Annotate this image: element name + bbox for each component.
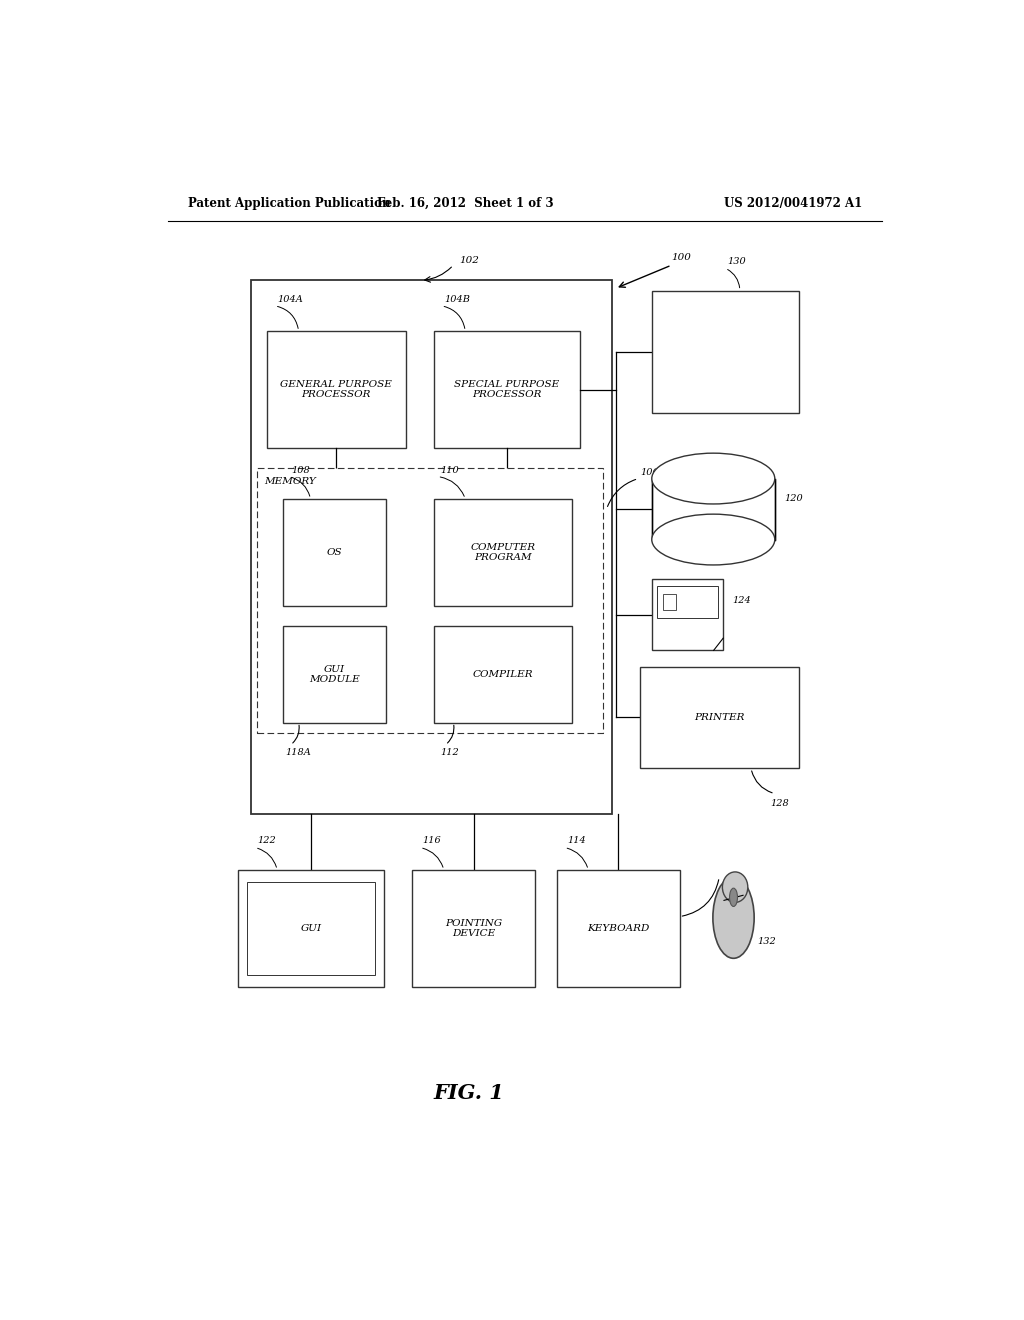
Text: OS: OS [327, 548, 342, 557]
Text: POINTING
DEVICE: POINTING DEVICE [445, 919, 502, 939]
Bar [247, 882, 375, 974]
Text: 110: 110 [440, 466, 459, 474]
Text: COMPILER: COMPILER [473, 669, 534, 678]
Bar [238, 870, 384, 987]
Text: US 2012/0041972 A1: US 2012/0041972 A1 [724, 197, 862, 210]
Bar [664, 594, 676, 610]
Text: 116: 116 [423, 837, 441, 846]
Ellipse shape [652, 453, 775, 504]
Text: GUI
MODULE: GUI MODULE [309, 664, 359, 684]
Text: 120: 120 [784, 495, 803, 503]
Ellipse shape [722, 873, 748, 903]
Bar [433, 331, 581, 447]
Text: SPECIAL PURPOSE
PROCESSOR: SPECIAL PURPOSE PROCESSOR [455, 380, 559, 400]
Bar [433, 626, 572, 722]
Bar [412, 870, 536, 987]
Text: FIG. 1: FIG. 1 [434, 1084, 505, 1104]
Text: GUI: GUI [300, 924, 322, 933]
Text: 100: 100 [672, 253, 691, 263]
Text: 132: 132 [758, 937, 776, 946]
Bar [283, 499, 386, 606]
Bar [433, 499, 572, 606]
Text: 118A: 118A [285, 748, 311, 756]
Ellipse shape [652, 515, 775, 565]
Text: 106: 106 [641, 467, 659, 477]
Bar [640, 667, 799, 768]
Text: 104B: 104B [443, 294, 470, 304]
Bar [257, 469, 602, 733]
Text: 112: 112 [440, 748, 459, 756]
Text: 128: 128 [770, 799, 788, 808]
Bar [657, 586, 718, 618]
Text: 114: 114 [567, 837, 586, 846]
Bar [251, 280, 612, 814]
Bar [267, 331, 406, 447]
Bar [283, 626, 386, 722]
Text: 124: 124 [733, 597, 752, 605]
Ellipse shape [713, 876, 754, 958]
Ellipse shape [729, 888, 737, 907]
Text: 108: 108 [292, 466, 310, 474]
Text: PRINTER: PRINTER [694, 713, 744, 722]
Bar [652, 290, 799, 412]
Text: GENERAL PURPOSE
PROCESSOR: GENERAL PURPOSE PROCESSOR [281, 380, 392, 400]
Text: Feb. 16, 2012  Sheet 1 of 3: Feb. 16, 2012 Sheet 1 of 3 [377, 197, 554, 210]
Bar [652, 479, 775, 540]
Text: Patent Application Publication: Patent Application Publication [187, 197, 390, 210]
Text: KEYBOARD: KEYBOARD [587, 924, 649, 933]
Text: 104A: 104A [278, 294, 303, 304]
Text: 102: 102 [460, 256, 479, 265]
Text: 130: 130 [728, 257, 746, 267]
Text: COMPUTER
PROGRAM: COMPUTER PROGRAM [470, 543, 536, 562]
Bar [652, 579, 723, 651]
Text: MEMORY: MEMORY [264, 477, 315, 486]
Text: 122: 122 [257, 837, 276, 846]
Bar [557, 870, 680, 987]
